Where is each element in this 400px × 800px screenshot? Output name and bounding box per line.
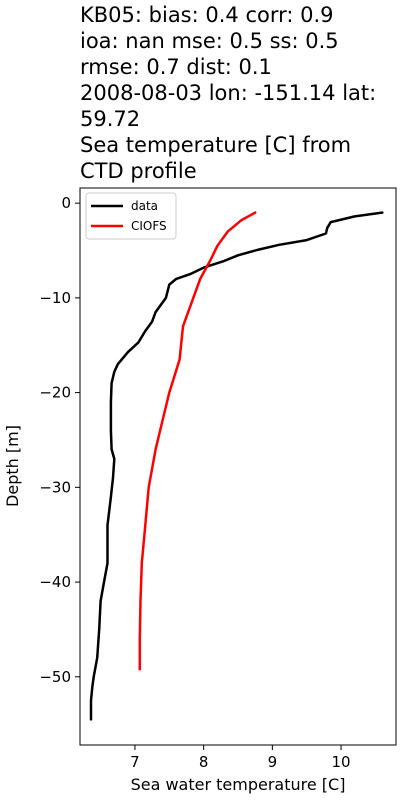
x-tick-label: 9 (268, 753, 278, 771)
axes-frame (79, 187, 397, 746)
y-axis-ticks: 0 −10 −20 −30 −40 −50 (39, 194, 80, 686)
y-tick-label: 0 (61, 194, 71, 212)
series-line-ciofs (138, 211, 257, 671)
x-tick-label: 8 (199, 753, 209, 771)
series-line-data (89, 211, 384, 721)
y-tick-label: −30 (39, 478, 71, 496)
title-line: 2008-08-03 lon: -151.14 lat: (80, 81, 376, 105)
series-group (89, 211, 384, 721)
title-line: Sea temperature [C] from (80, 133, 351, 157)
title-line: rmse: 0.7 dist: 0.1 (80, 55, 272, 79)
title-line: KB05: bias: 0.4 corr: 0.9 (80, 3, 334, 27)
legend-label-ciofs: CIOFS (131, 219, 167, 233)
title-line: CTD profile (80, 159, 197, 183)
title-line: ioa: nan mse: 0.5 ss: 0.5 (80, 29, 339, 53)
x-axis-ticks: 7 8 9 10 (130, 745, 351, 771)
y-tick-label: −10 (39, 289, 71, 307)
y-tick-label: −50 (39, 668, 71, 686)
title-line: 59.72 (80, 107, 140, 131)
y-axis-label: Depth [m] (3, 425, 22, 507)
x-tick-label: 10 (331, 753, 350, 771)
y-tick-label: −40 (39, 573, 71, 591)
legend-box (85, 192, 177, 240)
legend: data CIOFS (85, 192, 177, 240)
legend-label-data: data (131, 199, 158, 213)
x-tick-label: 7 (130, 753, 140, 771)
plot-area: 7 8 9 10 0 −10 −20 −30 −40 −50 (39, 187, 397, 771)
y-tick-label: −20 (39, 384, 71, 402)
x-axis-label: Sea water temperature [C] (131, 775, 346, 794)
